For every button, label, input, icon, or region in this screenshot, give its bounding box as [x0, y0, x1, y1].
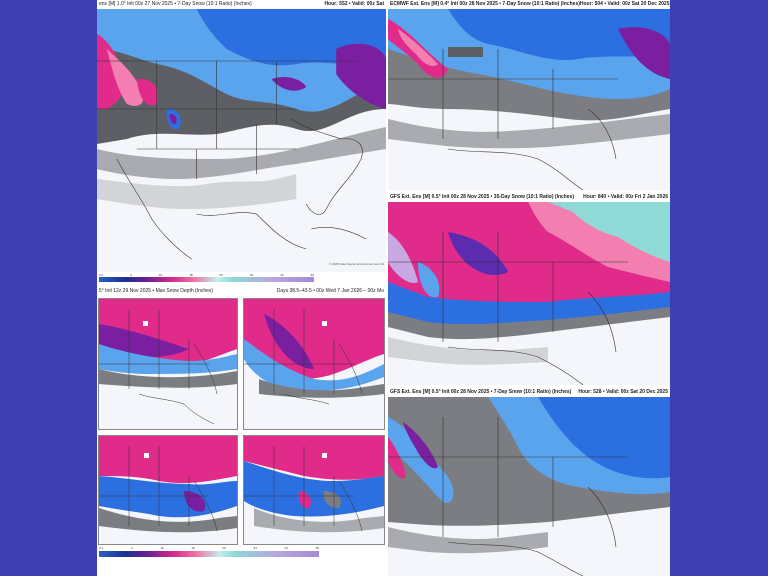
snow-depth-map-3	[98, 435, 238, 545]
snowfall-map	[388, 397, 670, 576]
header-title: GFS Ext. Ens [M] 0.5° Init 00z 28 Nov 20…	[390, 389, 572, 395]
panel-header: ens [M] 1.0° Init 00z 27 Nov 2025 • 7-Da…	[97, 0, 386, 9]
panel-gfs-35day-map: GFS Ext. Ens [M] 0.5° Init 00z 28 Nov 20…	[388, 193, 670, 385]
snow-depth-colorbar	[99, 551, 319, 557]
header-title: 5° Init 12z 29 Nov 2025 • Max Snow Depth…	[99, 288, 214, 294]
snowfall-map	[388, 202, 670, 385]
header-title: ens [M] 1.0° Init 00z 27 Nov 2025 • 7-Da…	[99, 1, 252, 7]
header-valid-time: Hour: 528 • Valid: 00z Sat 20 Dec 2025	[578, 389, 668, 395]
panel-header: GFS Ext. Ens [M] 0.5° Init 00z 28 Nov 20…	[388, 388, 670, 397]
header-title: GFS Ext. Ens [M] 0.5° Init 00z 28 Nov 20…	[390, 194, 575, 200]
header-title: ECMWF Ext. Ens [M] 0.4° Init 00z 28 Nov …	[390, 1, 580, 7]
colorbar-ticks: 0.1 4 10 18 26 34 44 60	[99, 272, 314, 277]
forecast-collage: ens [M] 1.0° Init 00z 27 Nov 2025 • 7-Da…	[97, 0, 670, 576]
colorbar-ticks: 0.1 4 10 18 26 34 44 60	[99, 545, 319, 550]
header-valid-time: Hour: 552 • Valid: 00z Sat	[324, 1, 384, 7]
panel-top-left-map: ens [M] 1.0° Init 00z 27 Nov 2025 • 7-Da…	[97, 0, 386, 272]
snowfall-map	[388, 9, 670, 190]
panel-header: 5° Init 12z 29 Nov 2025 • Max Snow Depth…	[97, 287, 386, 296]
snow-depth-map-1	[98, 298, 238, 430]
header-valid-time: Days 38.5–43.5 • 00z Wed 7 Jan 2026 – 00…	[276, 288, 384, 294]
panel-header: ECMWF Ext. Ens [M] 0.4° Init 00z 28 Nov …	[388, 0, 670, 9]
panel-gfs-7day-map: GFS Ext. Ens [M] 0.5° Init 00z 28 Nov 20…	[388, 388, 670, 576]
data-credit: © 2025 Data Source Environment and Cli	[329, 262, 385, 266]
snowfall-colorbar	[99, 277, 314, 282]
header-valid-time: Hour: 840 • Valid: 00z Fri 2 Jan 2026	[583, 194, 668, 200]
snowfall-map	[97, 9, 386, 272]
snow-depth-map-2	[243, 298, 385, 430]
panel-ecmwf-map: ECMWF Ext. Ens [M] 0.4° Init 00z 28 Nov …	[388, 0, 670, 190]
header-valid-time: Hour: 504 • Valid: 00z Sat 20 Dec 2025	[579, 1, 670, 7]
snow-depth-map-4	[243, 435, 385, 545]
panel-header: GFS Ext. Ens [M] 0.5° Init 00z 28 Nov 20…	[388, 193, 670, 202]
